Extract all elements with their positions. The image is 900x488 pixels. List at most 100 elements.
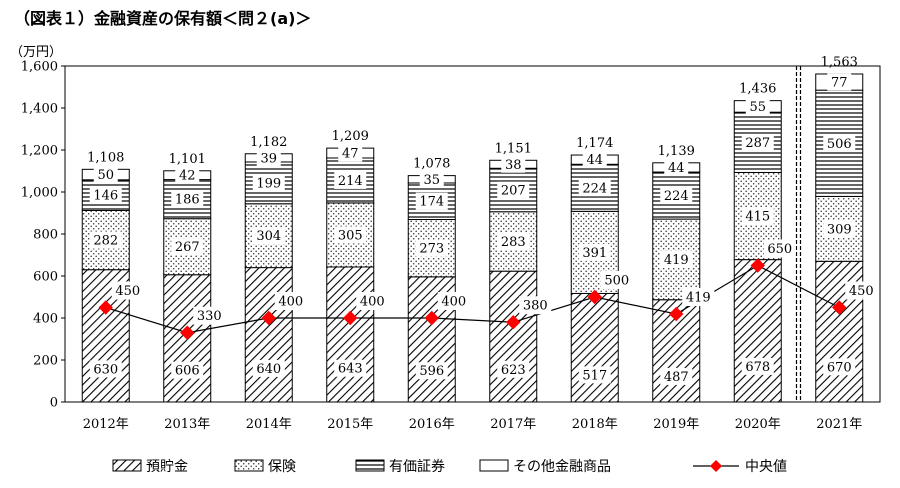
median-value-label: 380: [523, 299, 548, 314]
label-background: [437, 292, 470, 310]
x-category-label: 2013年: [164, 417, 210, 432]
median-value-label: 500: [604, 274, 629, 289]
legend-swatch: [112, 459, 142, 472]
total-label: 1,209: [332, 129, 369, 144]
total-label: 1,563: [821, 55, 858, 70]
deposit-segment: [326, 266, 375, 403]
legend-swatch: [234, 459, 264, 472]
deposit-segment-value-label: 596: [419, 364, 444, 379]
label-background: [578, 366, 611, 384]
median-value-label: 400: [441, 295, 466, 310]
y-tick-label: 0: [50, 396, 58, 411]
label-background: [741, 357, 774, 375]
deposit-segment-value-label: 678: [745, 360, 770, 375]
other-segment-value-label: 47: [342, 147, 359, 162]
x-category-label: 2020年: [735, 417, 781, 432]
median-line: [105, 264, 840, 334]
median-value-label: 400: [360, 295, 385, 310]
label-background: [682, 288, 715, 307]
label-background: [578, 179, 611, 197]
y-tick-label: 200: [33, 354, 58, 369]
label-background: [763, 239, 796, 258]
label-background: [171, 190, 204, 208]
deposit-segment: [733, 259, 782, 403]
label-background: [741, 207, 774, 225]
label-background: [845, 281, 878, 300]
median-marker: [587, 289, 602, 305]
x-category-label: 2015年: [327, 417, 373, 432]
x-category-label: 2021年: [816, 417, 862, 432]
median-value-label: 450: [115, 284, 140, 299]
insurance-segment-value-label: 282: [93, 234, 118, 249]
label-background: [823, 358, 856, 376]
median-marker: [343, 310, 358, 326]
other-segment-value-label: 44: [586, 153, 603, 168]
deposit-segment-value-label: 670: [827, 360, 852, 375]
securities-segment-value-label: 287: [745, 136, 770, 151]
legend-label: 預貯金: [146, 459, 188, 475]
other-segment-value-label: 38: [505, 158, 522, 173]
insurance-segment-value-label: 415: [745, 210, 770, 225]
deposit-segment-value-label: 643: [338, 362, 363, 377]
y-tick-label: 1,400: [21, 102, 58, 117]
deposit-segment: [489, 270, 538, 403]
securities-segment-value-label: 207: [501, 184, 526, 199]
label-background: [171, 361, 204, 379]
y-tick-label: 1,600: [21, 60, 58, 75]
label-background: [745, 97, 770, 115]
y-tick-label: 1,000: [21, 186, 58, 201]
total-label: 1,151: [495, 141, 532, 156]
legend-label: 中央値: [745, 459, 787, 475]
securities-segment-value-label: 224: [582, 181, 607, 196]
median-marker: [750, 258, 765, 273]
median-marker: [669, 306, 684, 322]
label-background: [356, 292, 389, 310]
plot-area: 0 200 400 600 800 1,000 1,200 1,400 1,600 1,108 1,…: [21, 55, 881, 432]
x-category-label: 2019年: [653, 417, 699, 432]
deposit-segment-value-label: 487: [664, 370, 689, 385]
securities-segment-value-label: 214: [338, 174, 363, 189]
median-value-label: 650: [767, 242, 792, 257]
total-label: 1,139: [658, 144, 695, 159]
y-tick-label: 400: [33, 312, 58, 327]
label-background: [519, 296, 552, 315]
securities-segment-value-label: 506: [827, 137, 852, 152]
y-axis-unit-label: （万円）: [10, 45, 62, 60]
legend-item-securities: 有価証券: [355, 459, 445, 475]
insurance-segment-value-label: 419: [664, 253, 689, 268]
x-category-label: 2018年: [572, 417, 618, 432]
legend-label: 保険: [268, 459, 296, 475]
total-label: 1,108: [87, 150, 124, 165]
median-marker: [506, 314, 521, 330]
label-background: [497, 181, 530, 199]
legend-label: その他金融商品: [513, 459, 611, 475]
label-background: [111, 281, 144, 300]
median-marker: [180, 325, 195, 340]
deposit-segment: [244, 267, 293, 403]
label-background: [256, 149, 281, 167]
other-segment-value-label: 55: [749, 100, 766, 115]
insurance-segment-value-label: 309: [827, 222, 852, 237]
median-value-label: 419: [686, 291, 711, 306]
total-label: 1,174: [576, 136, 613, 151]
median-marker: [832, 300, 847, 315]
total-label: 1,078: [413, 157, 450, 172]
label-background: [660, 250, 693, 268]
legend-item-deposit: 預貯金: [112, 459, 188, 475]
insurance-segment-value-label: 305: [338, 228, 363, 243]
label-background: [419, 170, 444, 188]
label-background: [334, 226, 367, 244]
total-label: 1,101: [169, 152, 206, 167]
label-background: [93, 166, 118, 184]
chart-title: （図表１）金融資産の保有額＜問２(a)＞: [14, 9, 311, 28]
x-category-label: 2017年: [490, 417, 536, 432]
median-value-label: 330: [197, 309, 222, 324]
securities-segment-value-label: 199: [256, 176, 281, 191]
label-background: [175, 166, 200, 184]
x-category-label: 2016年: [409, 417, 455, 432]
insurance-segment-value-label: 267: [175, 240, 200, 255]
legend-swatch: [355, 459, 385, 472]
label-background: [89, 186, 122, 204]
legend-label: 有価証券: [389, 459, 445, 475]
